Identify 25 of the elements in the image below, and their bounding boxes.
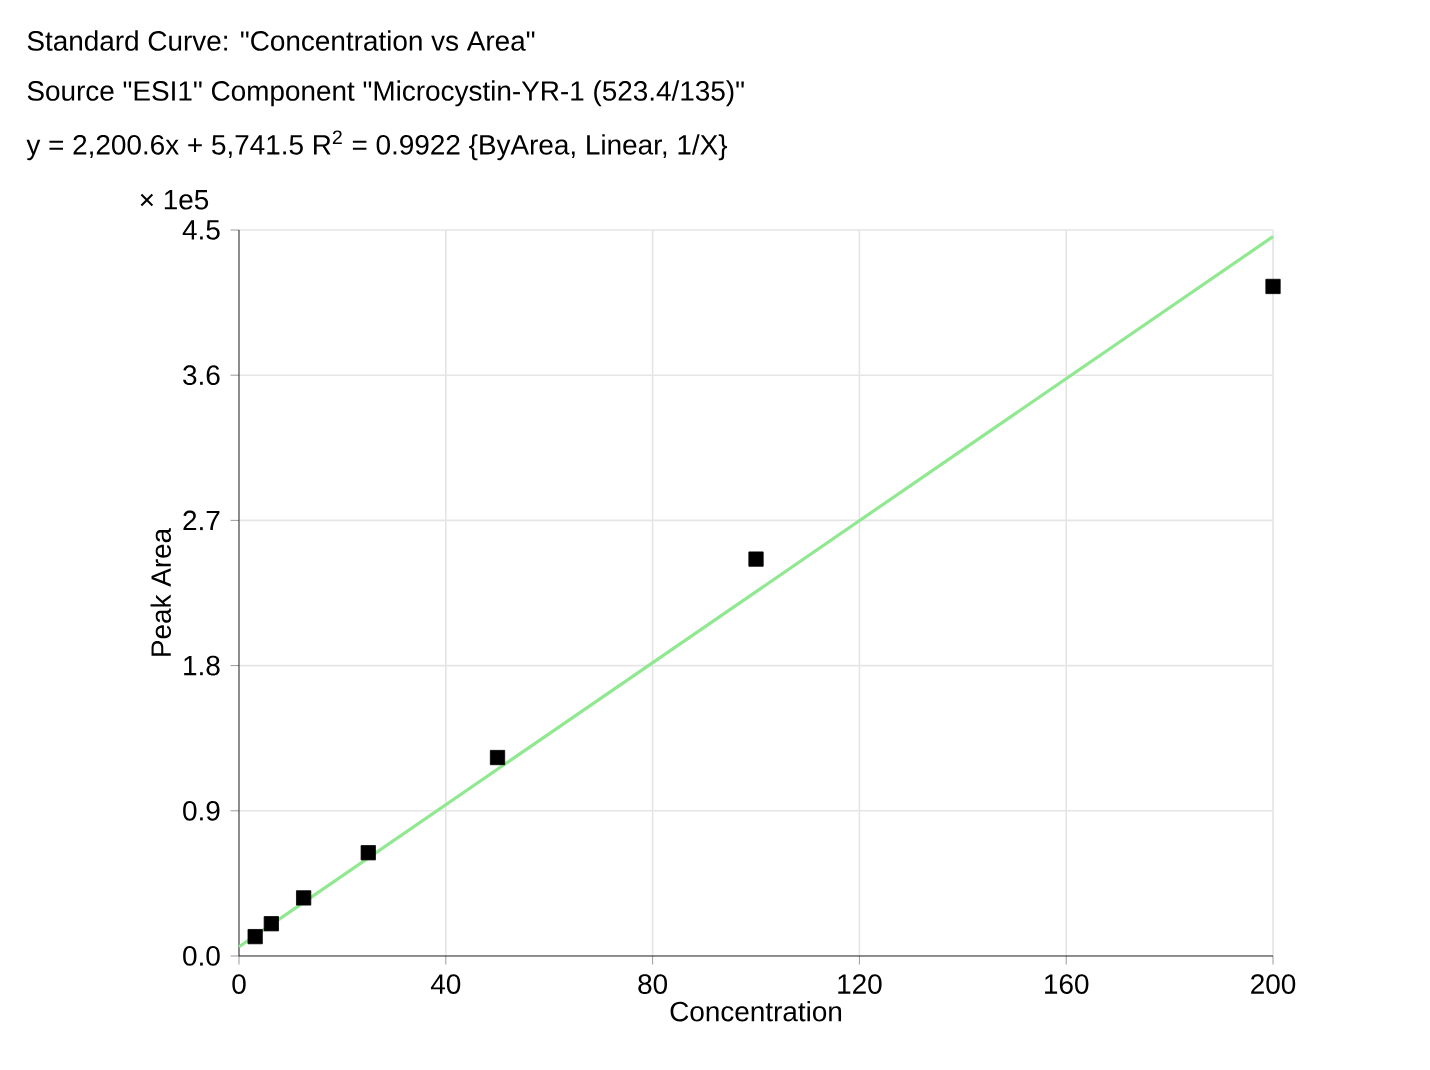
y-tick-label: 1.8	[184, 655, 220, 676]
point	[247, 929, 263, 945]
x-axis-title: Concentration	[670, 1000, 842, 1022]
point	[296, 890, 312, 906]
y-tick-label: 3.6	[183, 365, 220, 386]
x-tick-label: 80	[638, 974, 668, 994]
text: × 1e5	[140, 190, 209, 210]
x-tick-label: 160	[1045, 974, 1089, 994]
x-tick-label: 200	[1251, 974, 1296, 994]
point	[360, 845, 376, 861]
y-tick-label: 4.5	[182, 220, 220, 240]
chart-title: Standard Curve: "Concentration vs Area"	[27, 30, 535, 51]
chart-subtitle: Source "ESI1" Component "Microcystin-YR-1 (523.4/135)"	[27, 80, 744, 107]
point	[489, 749, 506, 766]
x-tick-label: 40	[430, 974, 461, 994]
point	[1265, 278, 1281, 295]
x-tick-label: 0	[232, 974, 246, 994]
point	[263, 916, 279, 932]
y-tick-label: 0.9	[183, 800, 220, 821]
point	[748, 551, 764, 567]
y-tick-label: 0.0	[183, 946, 220, 966]
x-tick-label: 120	[838, 974, 882, 994]
y-axis-title: Peak Area	[150, 527, 172, 656]
y-tick-label: 2.7	[183, 510, 220, 531]
text: y = 2,200.6x + 5,741.5 R$^{2}$ = 0.9922 {ByArea, Linear, 1/X}	[26, 130, 728, 161]
